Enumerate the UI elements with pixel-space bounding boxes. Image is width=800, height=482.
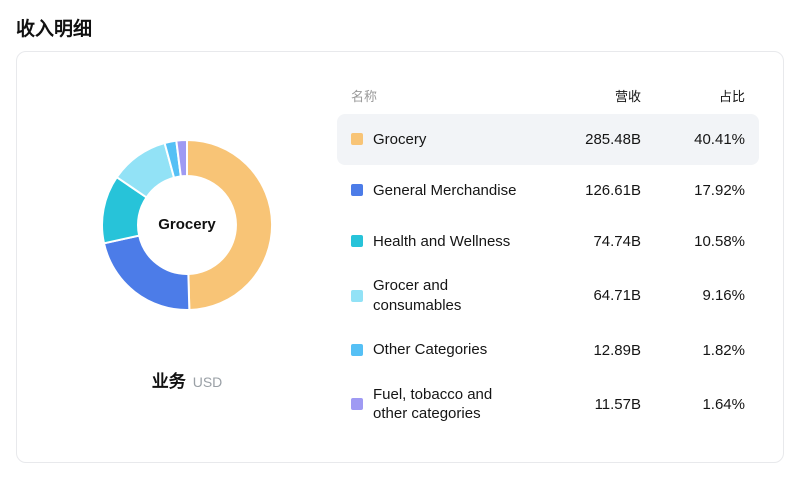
- table-body: Grocery 285.48B 40.41% General Merchandi…: [337, 114, 759, 433]
- series-name: Fuel, tobacco and other categories: [373, 385, 493, 423]
- header-revenue: 营收: [614, 88, 641, 104]
- series-share: 1.64%: [702, 395, 745, 413]
- series-revenue: 126.61B: [585, 182, 641, 199]
- chart-caption: 业务 USD: [152, 367, 223, 392]
- revenue-table: 名称 营收 占比 Grocery 285.48B 40.41% General …: [337, 72, 759, 442]
- series-name: Grocer and consumables: [373, 277, 462, 314]
- table-header: 名称 营收 占比: [337, 76, 759, 114]
- series-share: 10.58%: [694, 233, 745, 250]
- donut-segment[interactable]: [175, 138, 188, 178]
- chart-caption-unit: USD: [192, 373, 223, 390]
- donut-segment[interactable]: [186, 138, 274, 311]
- series-color-swatch: [351, 398, 363, 411]
- series-share: 40.41%: [694, 131, 745, 148]
- series-name-cell: Other Categories: [351, 340, 529, 360]
- series-revenue: 74.74B: [593, 233, 641, 250]
- header-share: 占比: [718, 88, 745, 104]
- table-row[interactable]: Health and Wellness 74.74B 10.58%: [337, 216, 759, 267]
- series-revenue: 285.48B: [585, 131, 641, 148]
- header-name: 名称: [351, 88, 378, 104]
- series-color-swatch: [351, 344, 363, 357]
- series-share: 9.16%: [702, 287, 745, 305]
- series-name-cell: Grocery: [351, 130, 529, 150]
- page-title: 收入明细: [16, 19, 93, 40]
- series-name: Grocery: [373, 130, 427, 148]
- donut-chart[interactable]: Grocery: [99, 137, 275, 313]
- table-row[interactable]: Grocer and consumables 64.71B 9.16%: [337, 267, 759, 325]
- table-row[interactable]: Fuel, tobacco and other categories 11.57…: [337, 376, 759, 434]
- table-row[interactable]: Other Categories 12.89B 1.82%: [337, 325, 759, 376]
- series-color-swatch: [351, 235, 363, 248]
- table-row[interactable]: General Merchandise 126.61B 17.92%: [337, 165, 759, 216]
- series-share: 1.82%: [702, 341, 745, 359]
- donut-segment[interactable]: [102, 233, 191, 311]
- revenue-breakdown-card: Grocery 业务 USD 名称 营收 占比 Grocery 285.48B …: [16, 51, 784, 463]
- donut-svg: [101, 138, 274, 311]
- series-share: 17.92%: [694, 182, 745, 199]
- series-color-swatch: [351, 133, 363, 146]
- series-name: Health and Wellness: [373, 232, 511, 250]
- series-name: Other Categories: [373, 341, 488, 359]
- chart-column: Grocery 业务 USD: [37, 72, 337, 442]
- series-name-cell: Fuel, tobacco and other categories: [351, 385, 529, 425]
- series-name-cell: Grocer and consumables: [351, 276, 529, 316]
- series-revenue: 12.89B: [593, 341, 641, 359]
- series-color-swatch: [351, 184, 363, 197]
- table-row[interactable]: Grocery 285.48B 40.41%: [337, 114, 759, 165]
- series-name: General Merchandise: [373, 181, 517, 199]
- series-revenue: 64.71B: [593, 287, 641, 305]
- series-name-cell: Health and Wellness: [351, 232, 529, 252]
- series-revenue: 11.57B: [594, 395, 641, 413]
- chart-caption-label: 业务: [151, 371, 186, 391]
- series-color-swatch: [351, 289, 363, 302]
- series-name-cell: General Merchandise: [351, 181, 529, 201]
